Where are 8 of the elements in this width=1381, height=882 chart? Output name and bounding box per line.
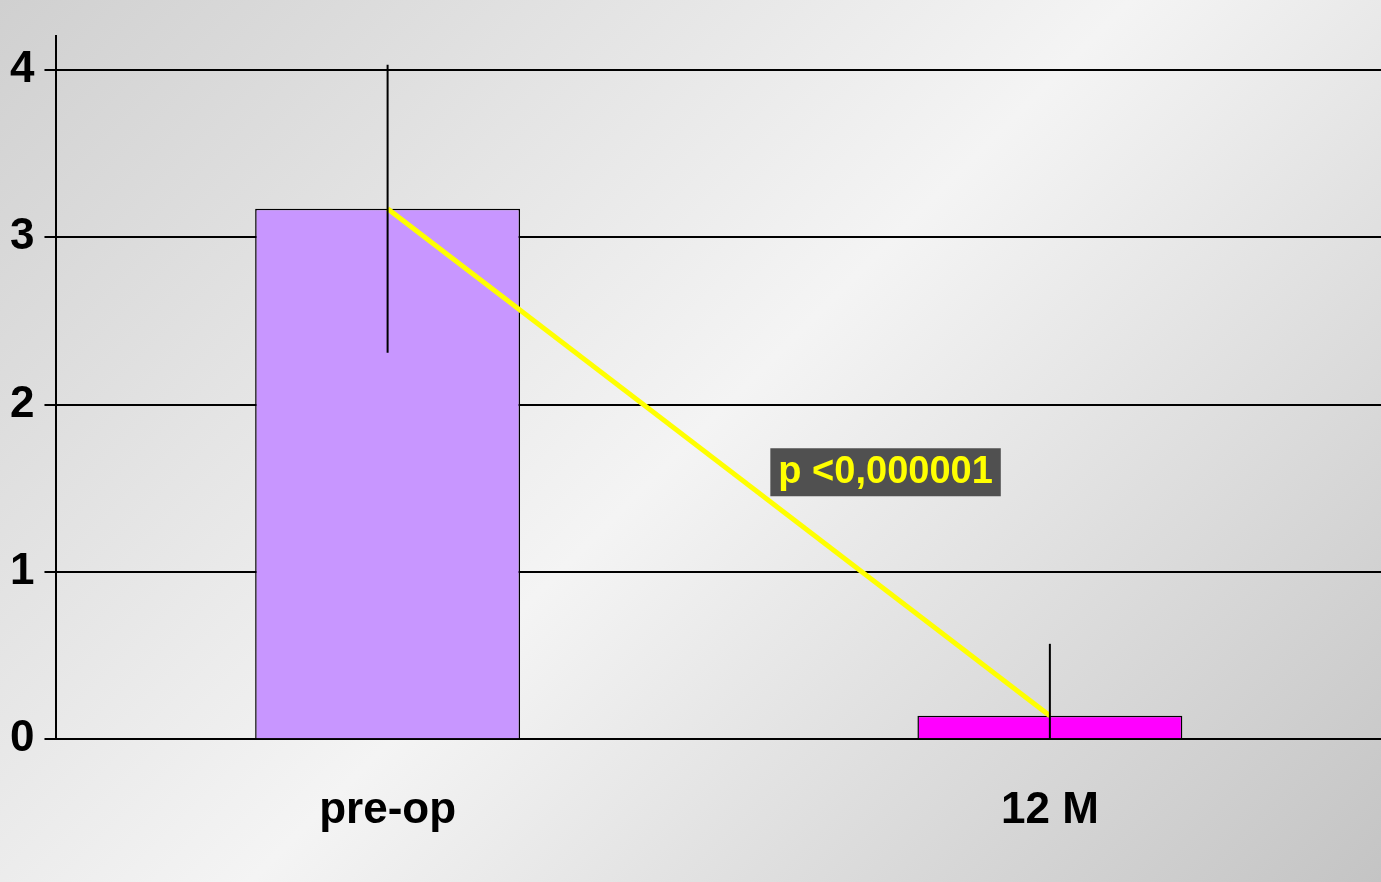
x-tick-label: 12 M bbox=[1000, 782, 1099, 832]
y-tick-label: 0 bbox=[9, 711, 35, 761]
y-tick-label: 1 bbox=[9, 544, 35, 594]
annotation: p <0,000001 bbox=[778, 448, 993, 491]
x-tick-label: pre-op bbox=[319, 782, 457, 832]
y-tick-label: 3 bbox=[9, 209, 35, 259]
y-tick-label: 4 bbox=[9, 42, 35, 92]
y-tick-label: 2 bbox=[9, 376, 35, 426]
